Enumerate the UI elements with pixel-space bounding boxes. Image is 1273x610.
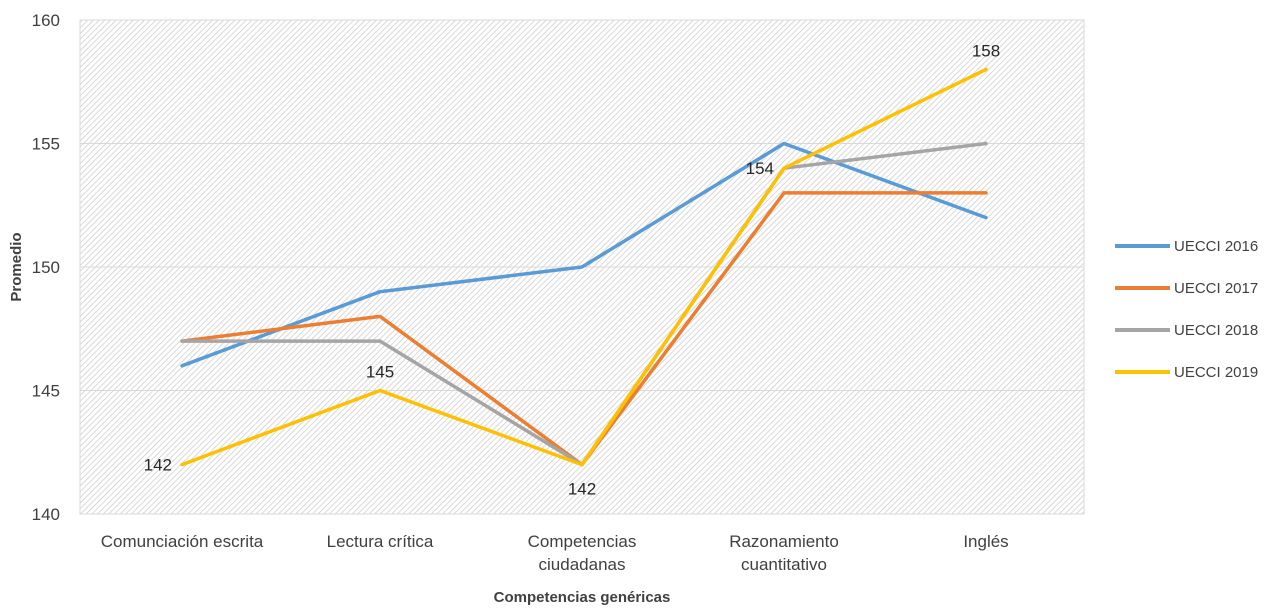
- data-label: 142: [144, 456, 172, 475]
- gridlines: [80, 19, 1084, 515]
- x-tick-label: Razonamiento cuantitativo: [729, 532, 839, 574]
- y-tick-label: 140: [32, 505, 60, 524]
- legend-label: UECCI 2017: [1174, 280, 1258, 297]
- y-tick-label: 145: [32, 382, 60, 401]
- legend: UECCI 2016 UECCI 2017 UECCI 2018 UECCI 2019: [1115, 238, 1258, 381]
- data-labels: 142 145 142 154 158: [144, 41, 1001, 498]
- legend-label: UECCI 2019: [1174, 364, 1258, 381]
- y-tick-label: 150: [32, 258, 60, 277]
- data-label: 154: [746, 159, 774, 178]
- legend-label: UECCI 2016: [1174, 238, 1258, 255]
- data-label: 142: [568, 480, 596, 499]
- x-axis-title: Competencias genéricas: [494, 589, 671, 606]
- legend-label: UECCI 2018: [1174, 322, 1258, 339]
- x-tick-label: Inglés: [963, 532, 1008, 551]
- x-axis-ticks: Comunciación escrita Lectura crítica Compe…: [101, 532, 1009, 574]
- y-axis-title: Promedio: [8, 232, 25, 301]
- x-tick-label: Competencias ciudadanas: [528, 532, 637, 574]
- y-tick-label: 155: [32, 135, 60, 154]
- y-tick-label: 160: [32, 11, 60, 30]
- y-axis-ticks: 140 145 150 155 160: [32, 11, 60, 524]
- data-label: 145: [366, 363, 394, 382]
- series-line: [180, 141, 988, 368]
- x-tick-label: Comunciación escrita: [101, 532, 264, 551]
- series-line: [180, 67, 988, 467]
- x-tick-label: Lectura crítica: [327, 532, 434, 551]
- data-label: 158: [972, 41, 1000, 60]
- series-lines: [180, 67, 988, 467]
